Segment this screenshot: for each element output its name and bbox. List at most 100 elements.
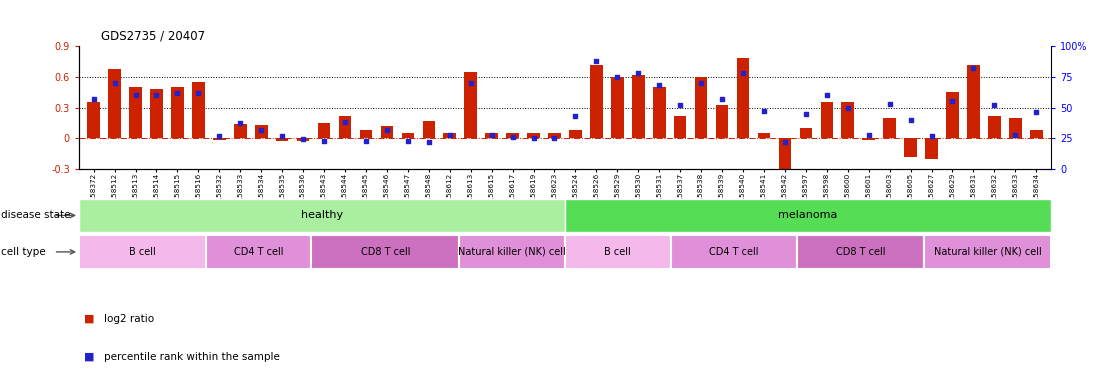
Text: B cell: B cell bbox=[604, 247, 631, 257]
Point bbox=[378, 127, 396, 133]
Point bbox=[273, 133, 291, 139]
Point bbox=[337, 119, 354, 125]
Text: cell type: cell type bbox=[1, 247, 46, 257]
Point bbox=[588, 58, 606, 64]
Point bbox=[524, 135, 542, 141]
Bar bbox=[255, 125, 268, 138]
Point bbox=[358, 137, 375, 144]
Text: CD4 T cell: CD4 T cell bbox=[710, 247, 759, 257]
Point bbox=[190, 90, 207, 96]
Point bbox=[985, 102, 1003, 108]
Bar bbox=[460, 235, 565, 269]
Point bbox=[483, 131, 500, 137]
Point bbox=[148, 92, 166, 98]
Point bbox=[902, 117, 919, 123]
Point bbox=[609, 74, 626, 80]
Text: disease state: disease state bbox=[1, 210, 70, 220]
Bar bbox=[737, 58, 749, 138]
Point bbox=[839, 104, 857, 111]
Text: ■: ■ bbox=[84, 352, 95, 362]
Point bbox=[798, 111, 815, 117]
Bar bbox=[590, 65, 602, 138]
Bar bbox=[318, 123, 330, 138]
Point bbox=[964, 65, 982, 71]
Bar bbox=[569, 130, 581, 138]
Bar bbox=[779, 138, 791, 181]
Bar bbox=[150, 89, 162, 138]
Bar bbox=[234, 124, 247, 138]
Point bbox=[105, 80, 123, 86]
Bar bbox=[339, 116, 351, 138]
Point bbox=[776, 139, 793, 145]
Bar bbox=[485, 133, 498, 138]
Bar bbox=[674, 116, 687, 138]
Text: CD4 T cell: CD4 T cell bbox=[234, 247, 283, 257]
Point bbox=[881, 101, 898, 107]
Bar bbox=[968, 65, 980, 138]
Point bbox=[1028, 109, 1045, 116]
Text: B cell: B cell bbox=[129, 247, 156, 257]
Bar bbox=[79, 235, 206, 269]
Point bbox=[755, 108, 772, 114]
Point bbox=[651, 82, 668, 88]
Bar bbox=[653, 87, 666, 138]
Point bbox=[545, 135, 563, 141]
Bar bbox=[904, 138, 917, 157]
Point bbox=[420, 139, 438, 145]
Point bbox=[860, 131, 878, 137]
Bar bbox=[548, 133, 561, 138]
Point bbox=[462, 80, 479, 86]
Text: CD8 T cell: CD8 T cell bbox=[361, 247, 410, 257]
Bar bbox=[422, 121, 436, 138]
Bar bbox=[402, 133, 415, 138]
Point bbox=[169, 90, 186, 96]
Bar bbox=[925, 138, 938, 159]
Bar bbox=[360, 130, 372, 138]
Point bbox=[252, 127, 270, 133]
Text: ■: ■ bbox=[84, 314, 95, 324]
Text: percentile rank within the sample: percentile rank within the sample bbox=[104, 352, 280, 362]
Point bbox=[818, 92, 836, 98]
Point bbox=[441, 131, 459, 137]
Point bbox=[84, 96, 102, 102]
Point bbox=[231, 121, 249, 127]
Bar bbox=[192, 82, 205, 138]
Point bbox=[399, 137, 417, 144]
Bar bbox=[79, 199, 565, 232]
Point bbox=[713, 96, 731, 102]
Bar bbox=[297, 138, 309, 141]
Point bbox=[315, 137, 332, 144]
Bar bbox=[800, 128, 812, 138]
Point bbox=[734, 70, 751, 76]
Bar bbox=[798, 235, 924, 269]
Bar bbox=[443, 133, 456, 138]
Bar bbox=[670, 235, 798, 269]
Point bbox=[692, 80, 710, 86]
Bar bbox=[924, 235, 1051, 269]
Bar bbox=[1030, 130, 1042, 138]
Point bbox=[923, 133, 940, 139]
Point bbox=[211, 133, 228, 139]
Bar bbox=[1009, 118, 1021, 138]
Bar bbox=[312, 235, 460, 269]
Bar bbox=[758, 133, 770, 138]
Point bbox=[127, 92, 145, 98]
Bar bbox=[632, 75, 645, 138]
Bar bbox=[565, 199, 1051, 232]
Bar bbox=[88, 103, 100, 138]
Text: GDS2735 / 20407: GDS2735 / 20407 bbox=[101, 29, 205, 42]
Text: Natural killer (NK) cell: Natural killer (NK) cell bbox=[934, 247, 1041, 257]
Bar bbox=[171, 87, 183, 138]
Bar bbox=[883, 118, 896, 138]
Text: log2 ratio: log2 ratio bbox=[104, 314, 155, 324]
Text: Natural killer (NK) cell: Natural killer (NK) cell bbox=[459, 247, 566, 257]
Bar bbox=[206, 235, 312, 269]
Bar bbox=[565, 235, 670, 269]
Bar bbox=[213, 138, 226, 140]
Bar bbox=[694, 77, 708, 138]
Text: healthy: healthy bbox=[301, 210, 343, 220]
Point bbox=[671, 102, 689, 108]
Text: melanoma: melanoma bbox=[778, 210, 838, 220]
Text: CD8 T cell: CD8 T cell bbox=[836, 247, 885, 257]
Point bbox=[504, 134, 521, 140]
